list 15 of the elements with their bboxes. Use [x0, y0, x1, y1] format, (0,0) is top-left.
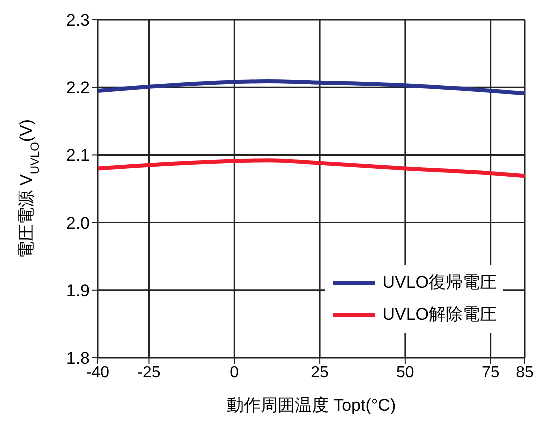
- y-tick-label: 2.3: [66, 11, 90, 30]
- line-series: [98, 158, 525, 178]
- legend-label: UVLO解除電圧: [382, 304, 497, 326]
- x-tick-label: -25: [138, 364, 161, 382]
- y-tick-label: 1.9: [66, 281, 90, 300]
- y-tick-label: 2.1: [66, 146, 90, 166]
- x-tick-label: 85: [516, 364, 534, 382]
- x-tick-label: 75: [482, 364, 500, 382]
- x-tick-label: 50: [396, 364, 414, 382]
- x-tick-label: 0: [230, 364, 240, 382]
- y-tick-label: 2.0: [66, 214, 90, 233]
- x-axis-title: 動作周囲温度 Topt(°C): [226, 396, 396, 415]
- x-tick-label: 25: [311, 364, 330, 382]
- legend-label: UVLO復帰電圧: [382, 272, 497, 294]
- y-tick-label: 2.2: [66, 78, 90, 98]
